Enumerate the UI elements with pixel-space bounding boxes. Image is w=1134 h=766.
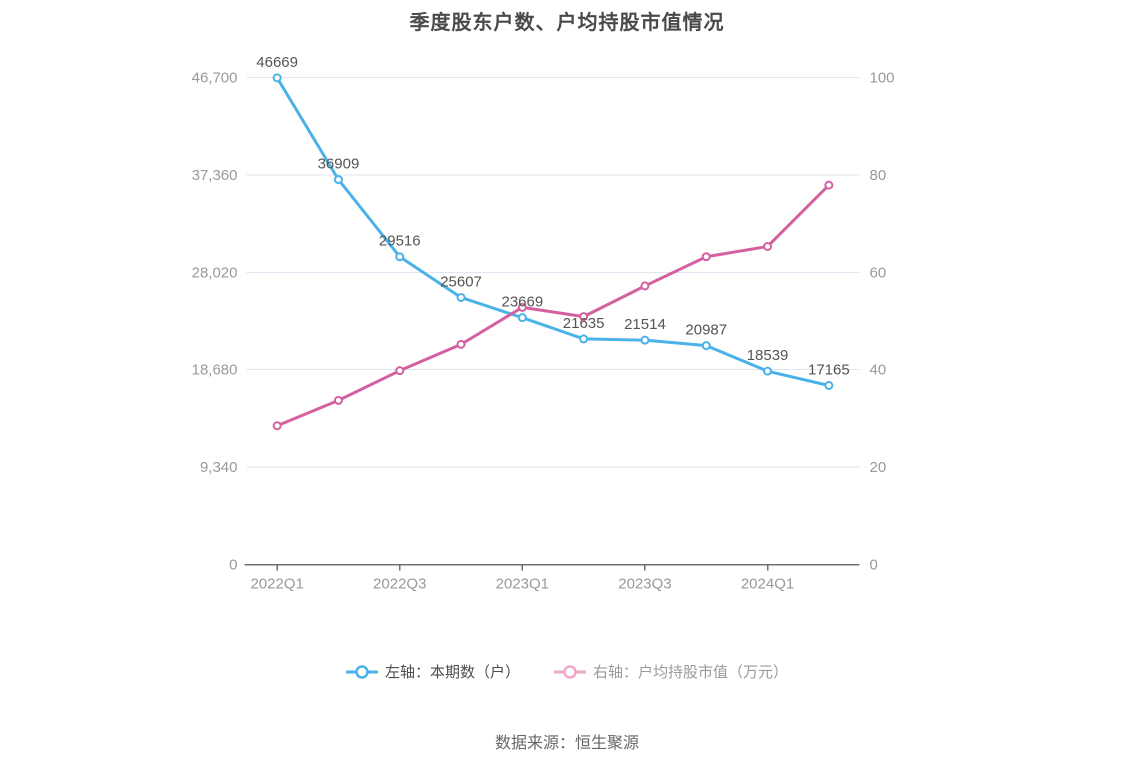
data-point-label: 17165: [808, 361, 850, 378]
chart-title: 季度股东户数、户均持股市值情况: [409, 12, 725, 34]
data-point-label: 36909: [318, 156, 360, 173]
data-point-right[interactable]: [272, 421, 282, 431]
data-source: 数据来源：恒生聚源: [494, 735, 639, 752]
right-axis-tick-label: 60: [870, 264, 887, 281]
data-point-right[interactable]: [333, 395, 343, 405]
data-point-right[interactable]: [517, 302, 527, 312]
data-point-label: 20987: [685, 322, 727, 339]
data-point-label: 18539: [747, 347, 789, 364]
left-axis-tick-label: 37,360: [192, 167, 238, 184]
data-point-left[interactable]: [517, 313, 527, 323]
x-axis-tick-label: 2024Q1: [741, 576, 794, 593]
data-point-right[interactable]: [395, 366, 405, 376]
data-point-label: 25607: [440, 273, 482, 290]
legend: 左轴：本期数（户） 右轴：户均持股市值（万元）: [0, 661, 1134, 682]
data-point-label: 21514: [624, 316, 666, 333]
left-axis-tick-label: 9,340: [200, 459, 238, 476]
legend-item-0[interactable]: 左轴：本期数（户）: [345, 661, 520, 682]
x-axis-tick-label: 2023Q3: [618, 576, 671, 593]
data-point-left[interactable]: [763, 366, 773, 376]
blue-line-marker-icon: [345, 664, 378, 679]
data-point-label: 46669: [256, 54, 298, 71]
data-point-label: 23669: [501, 294, 543, 311]
data-point-right[interactable]: [640, 281, 650, 291]
x-axis-tick-label: 2022Q3: [373, 576, 426, 593]
legend-label-left-axis: 左轴：本期数（户）: [384, 664, 520, 681]
data-point-left[interactable]: [272, 73, 282, 83]
data-point-left[interactable]: [395, 252, 405, 262]
data-point-left[interactable]: [456, 292, 466, 302]
left-axis-tick-label: 18,680: [192, 362, 238, 379]
legend-label-right-axis: 右轴：户均持股市值（万元）: [593, 664, 789, 681]
data-point-left[interactable]: [579, 334, 589, 344]
series-line-right: [275, 183, 831, 428]
right-axis-tick-label: 80: [870, 167, 887, 184]
data-point-right[interactable]: [456, 339, 466, 349]
data-point-left[interactable]: [333, 175, 343, 185]
data-point-left[interactable]: [824, 380, 834, 390]
right-axis-tick-label: 20: [870, 459, 887, 476]
data-point-right[interactable]: [763, 241, 773, 251]
data-point-left[interactable]: [701, 341, 711, 351]
data-point-label: 21635: [563, 315, 605, 332]
series-line-left: [275, 76, 831, 387]
pink-line-marker-icon: [554, 664, 586, 679]
line-chart-plot: 0 0 9,340 20 18,680 40 28,020 60 37,360 80 46,700 1…: [192, 54, 895, 593]
left-axis-tick-label: 0: [229, 557, 237, 574]
data-point-right[interactable]: [579, 312, 589, 322]
right-axis-tick-label: 0: [870, 557, 878, 574]
legend-item-1[interactable]: 右轴：户均持股市值（万元）: [554, 661, 788, 682]
x-axis-tick-label: 2023Q1: [496, 576, 549, 593]
data-point-left[interactable]: [640, 335, 650, 345]
data-point-label: 29516: [379, 233, 421, 250]
data-point-right[interactable]: [701, 252, 711, 262]
right-axis-tick-label: 40: [870, 362, 887, 379]
data-point-right[interactable]: [824, 180, 834, 190]
right-axis-tick-label: 100: [870, 70, 895, 87]
x-axis-tick-label: 2022Q1: [250, 576, 303, 593]
left-axis-tick-label: 28,020: [192, 264, 238, 281]
left-axis-tick-label: 46,700: [192, 70, 238, 87]
